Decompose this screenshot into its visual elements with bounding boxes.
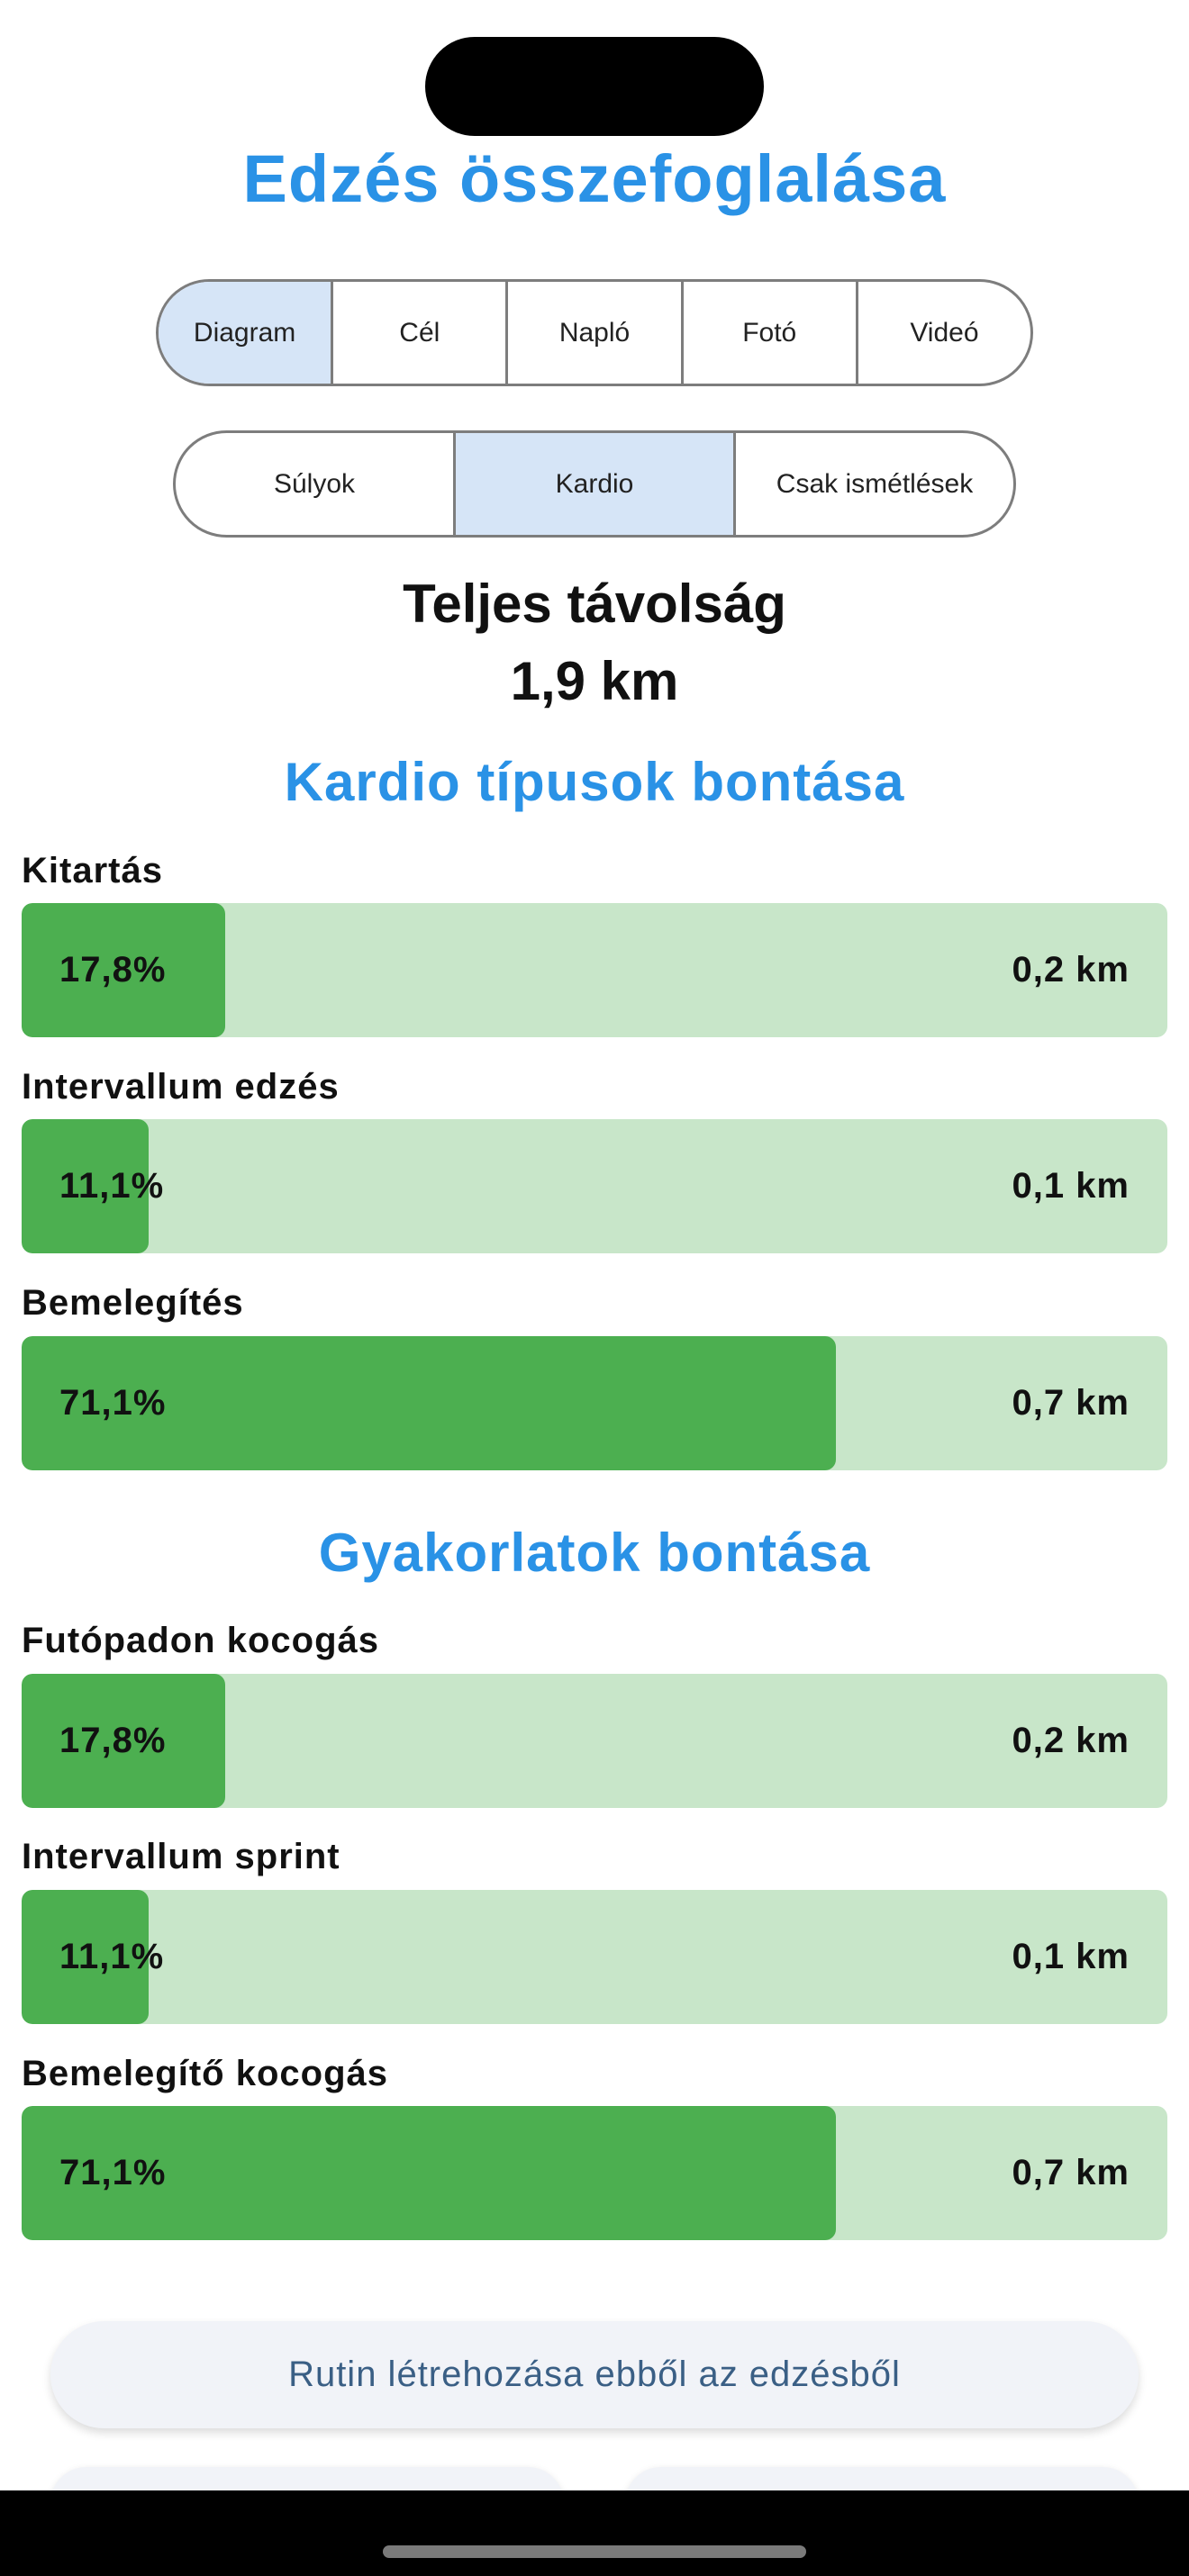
bar-distance: 0,7 km (1012, 1383, 1130, 1423)
bar-percent: 11,1% (59, 1937, 165, 1976)
view-tabs: Diagram Cél Napló Fotó Videó (156, 279, 1033, 386)
bar-fill (22, 1119, 150, 1253)
cardio-type-label: Intervallum edzés (22, 1067, 340, 1107)
total-distance-label: Teljes távolság (403, 574, 786, 634)
bar-fill (22, 2106, 837, 2240)
cardio-type-label: Bemelegítés (22, 1283, 244, 1323)
tab-diagram[interactable]: Diagram (159, 282, 331, 384)
bar-distance: 0,7 km (1012, 2153, 1130, 2192)
bar-fill (22, 1674, 226, 1808)
exercise-label: Bemelegítő kocogás (22, 2054, 389, 2093)
bar-percent: 17,8% (59, 950, 167, 990)
filter-cardio[interactable]: Kardio (453, 433, 733, 535)
exercise-label: Futópadon kocogás (22, 1621, 379, 1660)
cardio-type-label: Kitartás (22, 851, 163, 890)
filter-reps-only[interactable]: Csak ismétlések (733, 433, 1013, 535)
bar-percent: 11,1% (59, 1166, 165, 1206)
tab-photo[interactable]: Fotó (680, 282, 856, 384)
exercise-bar: 17,8% 0,2 km (22, 1674, 1167, 1808)
create-routine-button[interactable]: Rutin létrehozása ebből az edzésből (50, 2321, 1139, 2428)
tab-goal[interactable]: Cél (331, 282, 505, 384)
home-indicator[interactable] (383, 2545, 806, 2558)
bar-fill (22, 903, 226, 1037)
total-distance-value: 1,9 km (510, 651, 679, 711)
bar-percent: 71,1% (59, 2153, 167, 2192)
type-filter: Súlyok Kardio Csak ismétlések (173, 430, 1016, 538)
exercise-bar: 11,1% 0,1 km (22, 1890, 1167, 2024)
cardio-type-bar: 71,1% 0,7 km (22, 1336, 1167, 1470)
cardio-types-title: Kardio típusok bontása (284, 752, 905, 812)
bar-distance: 0,1 km (1012, 1166, 1130, 1206)
page-title: Edzés összefoglalása (242, 141, 947, 216)
bar-fill (22, 1336, 837, 1470)
bar-percent: 71,1% (59, 1383, 167, 1423)
bar-distance: 0,1 km (1012, 1937, 1130, 1976)
filter-weights[interactable]: Súlyok (273, 468, 356, 499)
exercise-label: Intervallum sprint (22, 1837, 340, 1876)
cardio-type-bar: 11,1% 0,1 km (22, 1119, 1167, 1253)
bar-percent: 17,8% (59, 1721, 167, 1760)
cardio-type-bar: 17,8% 0,2 km (22, 903, 1167, 1037)
bar-distance: 0,2 km (1012, 950, 1130, 990)
bar-fill (22, 1890, 150, 2024)
home-bar-area (0, 2490, 1189, 2576)
dynamic-island (425, 37, 764, 136)
bar-distance: 0,2 km (1012, 1721, 1130, 1760)
tab-video[interactable]: Videó (855, 282, 1030, 384)
exercise-bar: 71,1% 0,7 km (22, 2106, 1167, 2240)
tab-log[interactable]: Napló (505, 282, 680, 384)
exercises-title: Gyakorlatok bontása (318, 1523, 871, 1583)
